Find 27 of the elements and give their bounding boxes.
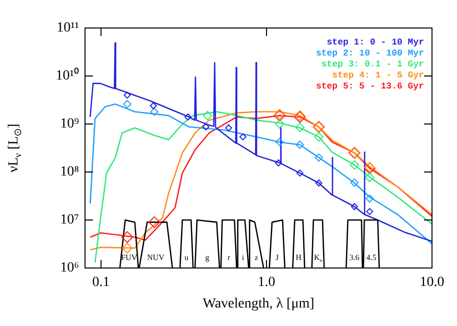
y-tick-label: 10¹¹ (56, 20, 79, 36)
annotation: H (296, 253, 302, 262)
text: step 5: 5 - 13.6 Gyr (316, 81, 424, 92)
annotation: 4.5 (366, 253, 376, 262)
annotation: r (227, 253, 230, 262)
x-axis-title: Wavelength, λ [μm] (202, 296, 314, 312)
y-tick-label: 10⁸ (60, 164, 80, 180)
text: step 2: 10 - 100 Myr (316, 48, 424, 58)
annotation: z (254, 253, 259, 262)
text: step 1: 0 - 10 Myr (326, 37, 424, 48)
annotation: NUV (147, 253, 165, 262)
annotation: 3.6 (349, 253, 360, 262)
text: step 4: 1 - 5 Gyr (332, 70, 424, 80)
y-tick-label: 10¹⁰ (56, 68, 79, 84)
y-tick-label: 10⁷ (60, 212, 80, 228)
y-tick-label: 10⁶ (60, 260, 80, 276)
x-tick-label: 1.0 (258, 275, 276, 290)
annotation: J (276, 253, 279, 262)
annotation: u (184, 253, 189, 262)
y-axis-title: νLν [L⊙] (6, 124, 24, 172)
annotation: g (205, 253, 210, 262)
x-tick-label: 0.1 (92, 275, 110, 290)
text: step 3: 0.1 - 1 Gyr (321, 59, 424, 70)
annotation: i (242, 253, 245, 262)
annotation: FUV (121, 253, 138, 262)
x-tick-label: 10.0 (420, 275, 444, 290)
y-tick-label: 10⁹ (60, 116, 80, 132)
